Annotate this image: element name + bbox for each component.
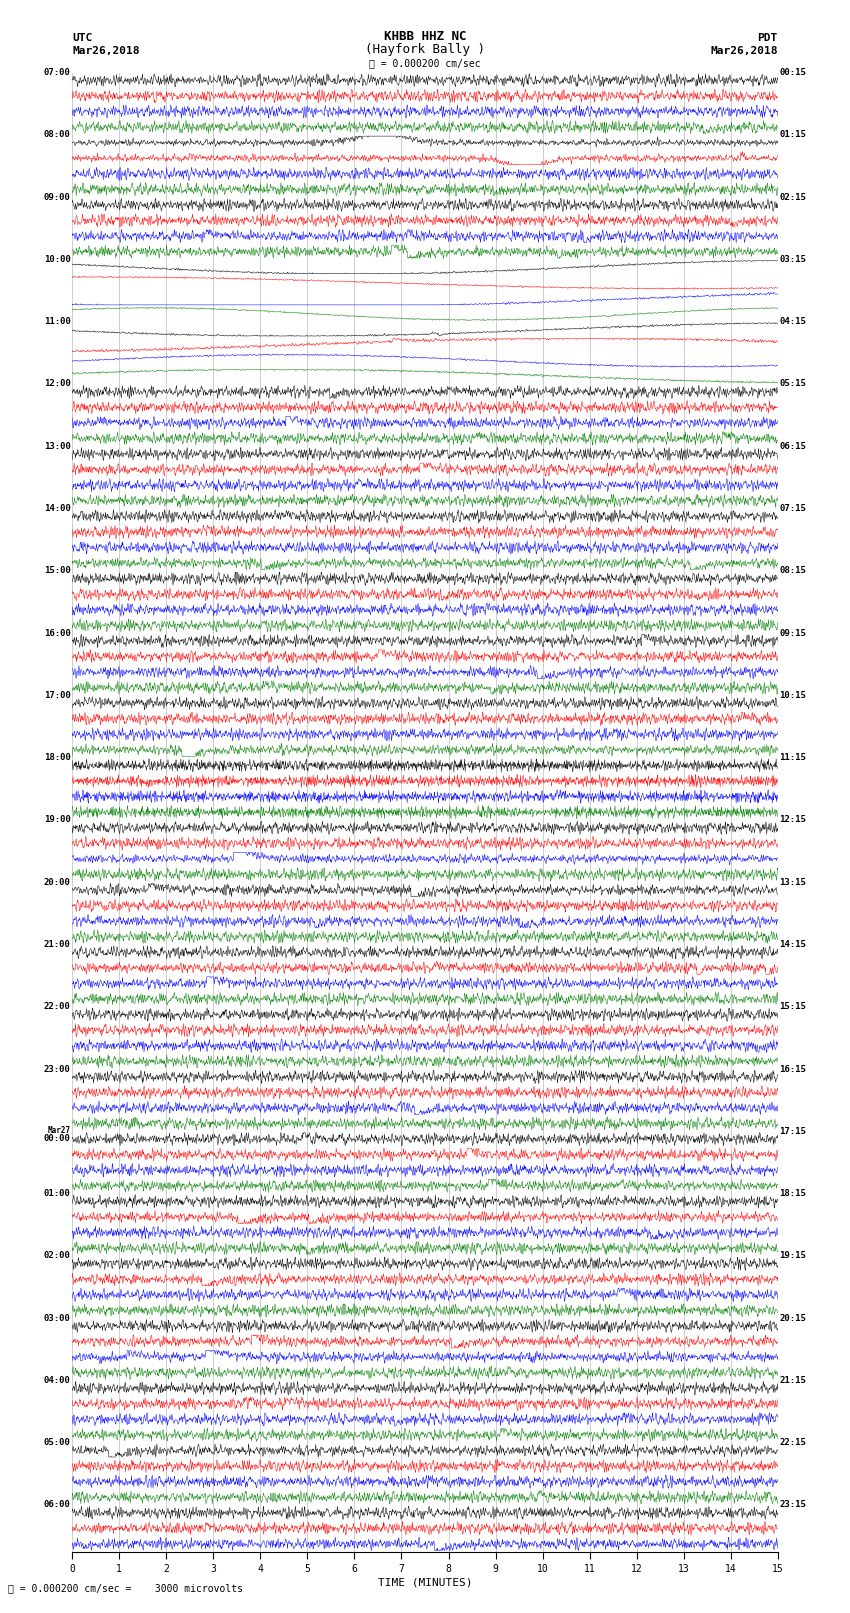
Text: 17:00: 17:00 <box>44 690 71 700</box>
Text: PDT: PDT <box>757 32 778 44</box>
Text: ⎸ = 0.000200 cm/sec: ⎸ = 0.000200 cm/sec <box>369 58 481 68</box>
Text: 09:15: 09:15 <box>779 629 806 637</box>
Text: 13:00: 13:00 <box>44 442 71 450</box>
Text: 19:15: 19:15 <box>779 1252 806 1260</box>
Text: 14:00: 14:00 <box>44 503 71 513</box>
Text: 21:00: 21:00 <box>44 940 71 948</box>
X-axis label: TIME (MINUTES): TIME (MINUTES) <box>377 1578 473 1587</box>
Text: KHBB HHZ NC: KHBB HHZ NC <box>383 29 467 44</box>
Text: 04:15: 04:15 <box>779 318 806 326</box>
Text: 12:15: 12:15 <box>779 816 806 824</box>
Text: 00:00: 00:00 <box>44 1134 71 1144</box>
Text: UTC: UTC <box>72 32 93 44</box>
Text: 11:00: 11:00 <box>44 318 71 326</box>
Text: 05:00: 05:00 <box>44 1439 71 1447</box>
Text: 16:15: 16:15 <box>779 1065 806 1074</box>
Text: 00:15: 00:15 <box>779 68 806 77</box>
Text: 19:00: 19:00 <box>44 816 71 824</box>
Text: 17:15: 17:15 <box>779 1127 806 1136</box>
Text: 14:15: 14:15 <box>779 940 806 948</box>
Text: 11:15: 11:15 <box>779 753 806 763</box>
Text: 20:00: 20:00 <box>44 877 71 887</box>
Text: 01:15: 01:15 <box>779 131 806 139</box>
Text: (Hayfork Bally ): (Hayfork Bally ) <box>365 42 485 56</box>
Text: ⎸ = 0.000200 cm/sec =    3000 microvolts: ⎸ = 0.000200 cm/sec = 3000 microvolts <box>8 1584 243 1594</box>
Text: 09:00: 09:00 <box>44 192 71 202</box>
Text: 15:00: 15:00 <box>44 566 71 576</box>
Text: Mar27: Mar27 <box>48 1126 71 1136</box>
Text: 22:00: 22:00 <box>44 1002 71 1011</box>
Text: 12:00: 12:00 <box>44 379 71 389</box>
Text: 07:15: 07:15 <box>779 503 806 513</box>
Text: 06:00: 06:00 <box>44 1500 71 1510</box>
Text: 10:15: 10:15 <box>779 690 806 700</box>
Text: 13:15: 13:15 <box>779 877 806 887</box>
Text: 08:15: 08:15 <box>779 566 806 576</box>
Text: 05:15: 05:15 <box>779 379 806 389</box>
Text: 18:15: 18:15 <box>779 1189 806 1198</box>
Text: 03:00: 03:00 <box>44 1313 71 1323</box>
Text: 21:15: 21:15 <box>779 1376 806 1386</box>
Text: Mar26,2018: Mar26,2018 <box>72 45 139 56</box>
Text: 10:00: 10:00 <box>44 255 71 265</box>
Text: 07:00: 07:00 <box>44 68 71 77</box>
Text: 18:00: 18:00 <box>44 753 71 763</box>
Text: 15:15: 15:15 <box>779 1002 806 1011</box>
Text: 03:15: 03:15 <box>779 255 806 265</box>
Text: 16:00: 16:00 <box>44 629 71 637</box>
Text: 02:15: 02:15 <box>779 192 806 202</box>
Text: 23:15: 23:15 <box>779 1500 806 1510</box>
Text: 02:00: 02:00 <box>44 1252 71 1260</box>
Text: 06:15: 06:15 <box>779 442 806 450</box>
Text: 01:00: 01:00 <box>44 1189 71 1198</box>
Text: Mar26,2018: Mar26,2018 <box>711 45 778 56</box>
Text: 20:15: 20:15 <box>779 1313 806 1323</box>
Text: 04:00: 04:00 <box>44 1376 71 1386</box>
Text: 08:00: 08:00 <box>44 131 71 139</box>
Text: 22:15: 22:15 <box>779 1439 806 1447</box>
Text: 23:00: 23:00 <box>44 1065 71 1074</box>
